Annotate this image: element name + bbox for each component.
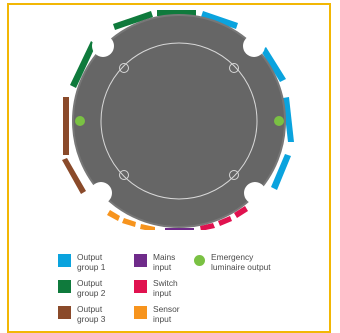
legend-label-line1: Sensor [153,304,180,314]
legend-swatch-orange [134,306,147,319]
notch-bottom-left [90,182,112,204]
screw-hole-2 [229,63,239,73]
inner-ring-line [100,42,258,200]
legend-label-line2: input [153,261,172,272]
legend-emergency-output: Emergency luminaire output [194,252,271,272]
notch-bottom-right [244,182,266,204]
segment-blue-right-3 [271,154,291,190]
segment-purple [165,228,194,230]
legend-label-line2: input [153,313,172,324]
legend-label: Output group 3 [77,304,106,324]
segment-red-1 [200,223,215,230]
notch-top-left [92,35,114,57]
legend-sensor-input: Sensor input [134,304,180,324]
legend-swatch-purple [134,254,147,267]
segment-blue-right-1 [261,47,286,82]
legend-label-line2: group 1 [77,261,106,272]
legend-label-line1: Emergency [211,252,254,262]
legend-label: Sensor input [153,304,180,324]
segment-orange-3 [140,224,155,230]
legend-label-line1: Output [77,278,103,288]
legend-label: Output group 2 [77,278,106,298]
segment-brown-left-2 [62,158,86,194]
legend-label-line1: Output [77,304,103,314]
legend-mains-input: Mains input [134,252,176,272]
legend-label: Mains input [153,252,176,272]
legend-output-group-2: Output group 2 [58,278,106,298]
legend-label-line1: Mains [153,252,176,262]
luminaire-disc [72,14,286,228]
legend-swatch-blue [58,254,71,267]
legend-switch-input: Switch input [134,278,178,298]
connector-diagram [62,10,294,230]
legend-label: Emergency luminaire output [211,252,271,272]
legend-label-line1: Switch [153,278,178,288]
segment-green-left [70,41,96,88]
screw-hole-4 [229,170,239,180]
legend-swatch-brown [58,306,71,319]
notch-top-right [243,35,265,57]
legend-dot-green [194,255,205,266]
legend-swatch-green [58,280,71,293]
legend-label-line2: input [153,287,172,298]
segment-red-2 [218,216,232,226]
legend-output-group-1: Output group 1 [58,252,106,272]
legend-label-line2: luminaire output [211,261,271,272]
screw-hole-3 [119,170,129,180]
emergency-output-left [75,116,85,126]
segment-orange-1 [107,210,120,221]
legend-label: Switch input [153,278,178,298]
segment-green-top-1 [113,11,153,30]
legend-label-line2: group 3 [77,313,106,324]
screw-hole-1 [119,63,129,73]
outer-connector-ring [62,10,294,230]
segment-orange-2 [122,218,136,227]
legend-label-line1: Output [77,252,103,262]
segment-brown-left-1 [63,97,69,155]
legend-label: Output group 1 [77,252,106,272]
legend-output-group-3: Output group 3 [58,304,106,324]
segment-blue-top [201,11,238,29]
legend-swatch-red [134,280,147,293]
segment-red-3 [234,206,248,218]
emergency-output-right [274,116,284,126]
legend-label-line2: group 2 [77,287,106,298]
segment-blue-right-2 [283,97,294,142]
